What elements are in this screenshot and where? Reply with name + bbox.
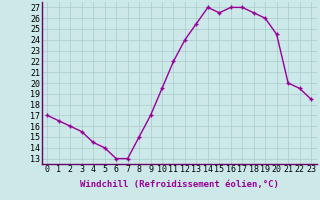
X-axis label: Windchill (Refroidissement éolien,°C): Windchill (Refroidissement éolien,°C) [80, 180, 279, 189]
